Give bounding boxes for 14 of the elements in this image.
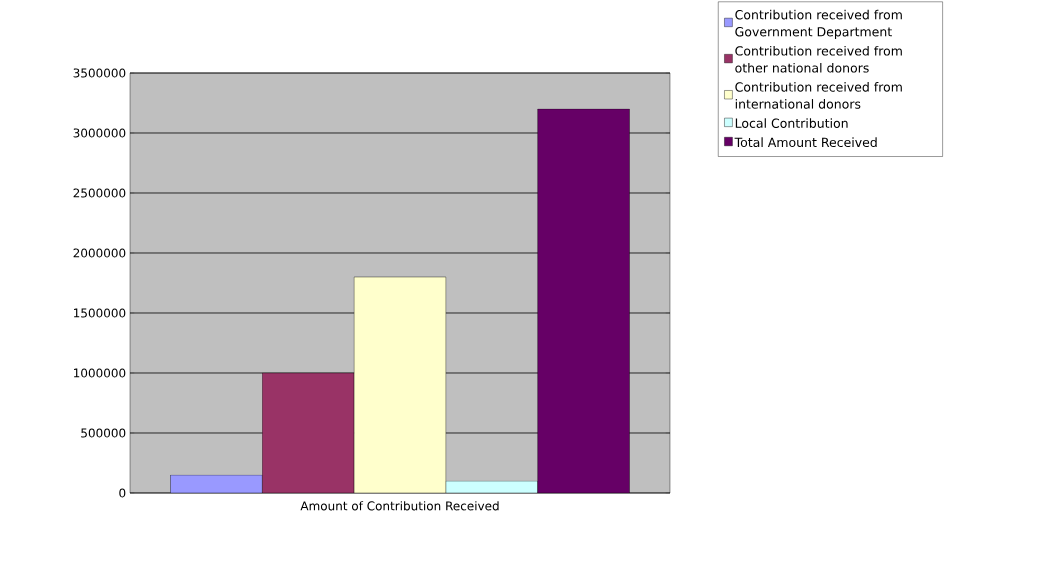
y-tick-label: 2000000 bbox=[73, 248, 126, 258]
y-tick-label: 2500000 bbox=[73, 188, 126, 198]
legend-label: Contribution received from other national donors bbox=[735, 45, 902, 73]
y-tick-label: 1500000 bbox=[74, 308, 126, 318]
y-tick-label: 0 bbox=[119, 488, 126, 498]
legend-label: Contribution received from Government Department bbox=[735, 9, 902, 39]
legend-label: Total Amount Received bbox=[734, 137, 877, 148]
y-tick-label: 3500000 bbox=[73, 68, 126, 78]
y-tick-label: 3000000 bbox=[73, 128, 126, 138]
legend-label: Contribution received from international donors bbox=[735, 82, 902, 109]
y-tick-label: 500000 bbox=[81, 428, 126, 438]
y-tick-label: 1000000 bbox=[74, 368, 126, 378]
legend-label: Local Contribution bbox=[735, 118, 848, 128]
x-tick-label: Amount of Contribution Received bbox=[300, 501, 499, 511]
